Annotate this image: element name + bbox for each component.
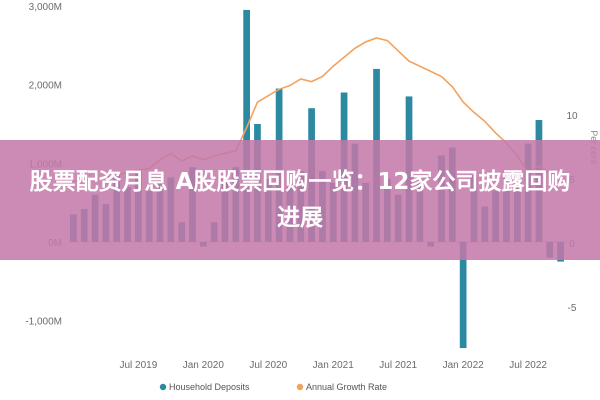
legend-swatch-household-deposits <box>159 383 167 391</box>
legend-swatch-annual-growth-rate <box>296 383 304 391</box>
x-axis-tick-label: Jul 2019 <box>119 360 157 371</box>
title-banner: 股票配资月息 A股股票回购一览：12家公司披露回购进展 <box>0 140 600 260</box>
left-axis-tick-label: 3,000M <box>29 2 62 13</box>
x-axis-tick-label: Jan 2020 <box>183 360 225 371</box>
x-axis-ticks: Jul 2019 Jan 2020 Jul 2020 Jan 2021 Jul 2021… <box>119 360 547 371</box>
deposit-bar <box>459 241 467 349</box>
right-axis-tick-label: 10 <box>566 111 578 122</box>
legend-label-annual-growth-rate: Annual Growth Rate <box>306 382 387 392</box>
left-axis-tick-label: 2,000M <box>29 81 62 92</box>
left-axis-tick-label: -1,000M <box>25 317 62 328</box>
legend: Household Deposits Annual Growth Rate <box>159 382 387 392</box>
x-axis-tick-label: Jul 2022 <box>509 360 547 371</box>
x-axis-tick-label: Jul 2021 <box>379 360 417 371</box>
x-axis-tick-label: Jul 2020 <box>249 360 287 371</box>
x-axis-tick-label: Jan 2021 <box>313 360 355 371</box>
x-axis-tick-label: Jan 2022 <box>443 360 485 371</box>
banner-title: 股票配资月息 A股股票回购一览：12家公司披露回购进展 <box>29 169 571 231</box>
right-axis-tick-label: -5 <box>568 303 577 314</box>
legend-label-household-deposits: Household Deposits <box>169 382 250 392</box>
